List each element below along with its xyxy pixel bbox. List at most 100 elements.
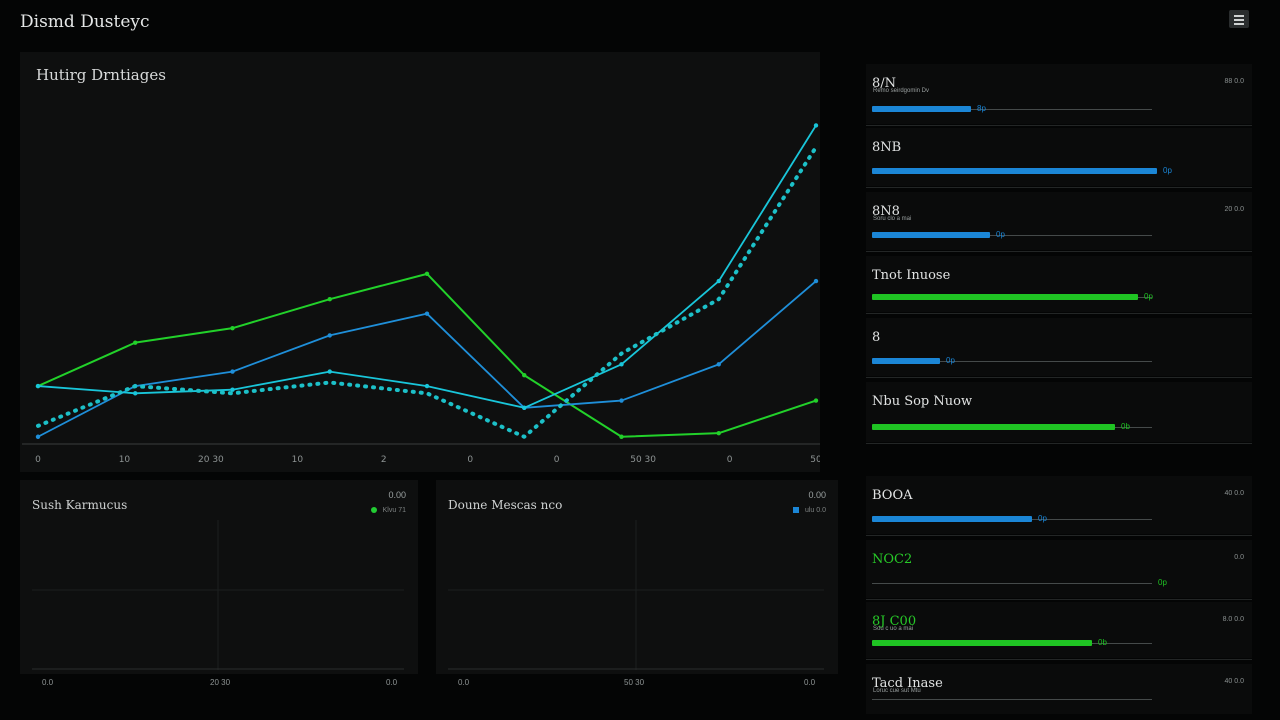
metric-row[interactable]: Tacd Inase Loruc cue sut Mtu 40 0.0 bbox=[866, 664, 1252, 714]
metric-row[interactable]: 8N8 Soru clo a mai 20 0.0 0p bbox=[866, 192, 1252, 250]
data-point bbox=[424, 271, 430, 277]
metric-stat: 8.0 0.0 bbox=[1222, 616, 1244, 623]
x-tick-label: 0.0 bbox=[458, 678, 470, 687]
bottom-right-title: Doune Mescas nco bbox=[448, 498, 563, 512]
metric-sublabel: Soru clo a mai bbox=[873, 216, 912, 222]
x-tick-label: 50 30 bbox=[624, 678, 645, 687]
progress-bar-fill bbox=[872, 106, 971, 112]
x-tick-label: 0.0 bbox=[804, 678, 816, 687]
data-point bbox=[133, 391, 138, 396]
main-chart-title: Hutirg Drntiages bbox=[36, 66, 166, 84]
metric-row[interactable]: BOOA 40 0.0 0p bbox=[866, 476, 1252, 534]
metric-sublabel: Sou c uo a mai bbox=[873, 626, 914, 632]
metric-sublabel: Remo seirdgomin Dv bbox=[873, 88, 930, 94]
metric-label: Tnot Inuose bbox=[872, 268, 951, 283]
metric-stat: 40 0.0 bbox=[1224, 490, 1244, 497]
x-tick-label: 0 bbox=[467, 455, 473, 465]
data-point bbox=[813, 278, 819, 284]
progress-bar-fill bbox=[872, 424, 1115, 430]
row-divider bbox=[866, 443, 1252, 444]
x-tick-label: 10 bbox=[119, 455, 131, 465]
data-point bbox=[424, 383, 430, 389]
data-point bbox=[35, 383, 41, 389]
menu-icon[interactable] bbox=[1229, 10, 1249, 28]
progress-track bbox=[872, 109, 1152, 110]
data-point bbox=[619, 362, 624, 367]
metric-label: 8/N bbox=[872, 76, 897, 91]
x-tick-label: 0.0 bbox=[42, 678, 54, 687]
data-point bbox=[133, 340, 138, 345]
metric-row[interactable]: NOC2 0.0 0p bbox=[866, 540, 1252, 598]
metric-label: 8N8 bbox=[872, 204, 900, 219]
metric-row[interactable]: Nbu Sop Nuow 0b bbox=[866, 382, 1252, 442]
metric-value: 0p bbox=[1144, 292, 1153, 301]
series-line-cyan bbox=[37, 124, 817, 409]
bottom-left-legend-value: 0.00 bbox=[388, 490, 406, 500]
progress-track bbox=[872, 361, 1152, 362]
bottom-right-legend: 0.00 ulu 0.0 bbox=[792, 488, 826, 518]
metric-row[interactable]: Tnot Inuose 0p bbox=[866, 256, 1252, 312]
metric-value: 0p bbox=[1038, 514, 1047, 523]
data-point bbox=[327, 333, 332, 338]
app-title: Dismd Dusteyc bbox=[20, 12, 150, 32]
row-divider bbox=[866, 659, 1252, 660]
metric-label: 8NB bbox=[872, 140, 902, 155]
data-point bbox=[327, 369, 332, 374]
series-line-blue bbox=[37, 280, 817, 438]
row-divider bbox=[866, 377, 1252, 378]
row-divider bbox=[866, 313, 1252, 314]
metric-label: Nbu Sop Nuow bbox=[872, 394, 973, 409]
x-tick-label: 50 bbox=[810, 455, 820, 465]
row-divider bbox=[866, 251, 1252, 252]
data-point bbox=[522, 405, 527, 410]
bottom-right-legend-value: 0.00 bbox=[808, 490, 826, 500]
row-divider bbox=[866, 187, 1252, 188]
data-point bbox=[230, 369, 235, 374]
progress-bar-fill bbox=[872, 168, 1157, 174]
x-tick-label: 0 bbox=[35, 455, 41, 465]
metric-row[interactable]: 8/N Remo seirdgomin Dv 88 0.0 8p bbox=[866, 64, 1252, 124]
x-tick-label: 10 bbox=[292, 455, 304, 465]
metric-label: NOC2 bbox=[872, 552, 913, 567]
bottom-left-legend-text: Klvu 71 bbox=[382, 507, 406, 514]
progress-bar-fill bbox=[872, 358, 940, 364]
series-line-dotted bbox=[36, 145, 818, 439]
bottom-left-title: Sush Karmucus bbox=[32, 498, 128, 512]
metric-label: BOOA bbox=[872, 488, 913, 503]
metric-stat: 40 0.0 bbox=[1224, 678, 1244, 685]
metric-row[interactable]: 8NB 0p bbox=[866, 128, 1252, 186]
progress-track bbox=[872, 699, 1152, 700]
metric-label: 8J C00 bbox=[872, 614, 917, 629]
progress-bar-fill bbox=[872, 232, 990, 238]
progress-bar-fill bbox=[872, 640, 1092, 646]
metric-value: 0b bbox=[1098, 638, 1107, 647]
data-point bbox=[522, 373, 527, 378]
main-chart-panel: Hutirg Drntiages 0.0%0.0%0.0%0.0001020 3… bbox=[20, 52, 820, 472]
row-divider bbox=[866, 535, 1252, 536]
metric-value: 0p bbox=[1163, 166, 1172, 175]
metric-stat: 0.0 bbox=[1234, 554, 1244, 561]
x-tick-label: 2 bbox=[381, 455, 387, 465]
data-point bbox=[230, 387, 235, 392]
metric-value: 0p bbox=[996, 230, 1005, 239]
metric-row[interactable]: 8 0p bbox=[866, 318, 1252, 376]
progress-track bbox=[872, 583, 1152, 584]
progress-bar-fill bbox=[872, 516, 1032, 522]
blue-square-icon bbox=[792, 506, 799, 513]
bottom-left-legend: 0.00 Klvu 71 bbox=[370, 488, 406, 518]
progress-bar-fill bbox=[872, 294, 1138, 300]
metric-value: 0p bbox=[946, 356, 955, 365]
bottom-right-legend-text: ulu 0.0 bbox=[804, 507, 826, 514]
data-point bbox=[716, 278, 721, 284]
x-tick-label: 50 30 bbox=[630, 455, 656, 465]
bottom-right-panel: Doune Mescas nco 0.00 ulu 0.0 0.0 50 30 … bbox=[436, 480, 838, 687]
metric-row[interactable]: 8J C00 Sou c uo a mai 8.0 0.0 0b bbox=[866, 602, 1252, 658]
row-divider bbox=[866, 125, 1252, 126]
bottom-left-panel: Sush Karmucus 0.00 Klvu 71 0.0 0.0 20 30… bbox=[20, 480, 418, 687]
data-point bbox=[230, 325, 235, 331]
green-dot-icon bbox=[370, 506, 377, 513]
row-divider bbox=[866, 599, 1252, 600]
data-point bbox=[716, 362, 721, 367]
data-point bbox=[327, 297, 332, 302]
